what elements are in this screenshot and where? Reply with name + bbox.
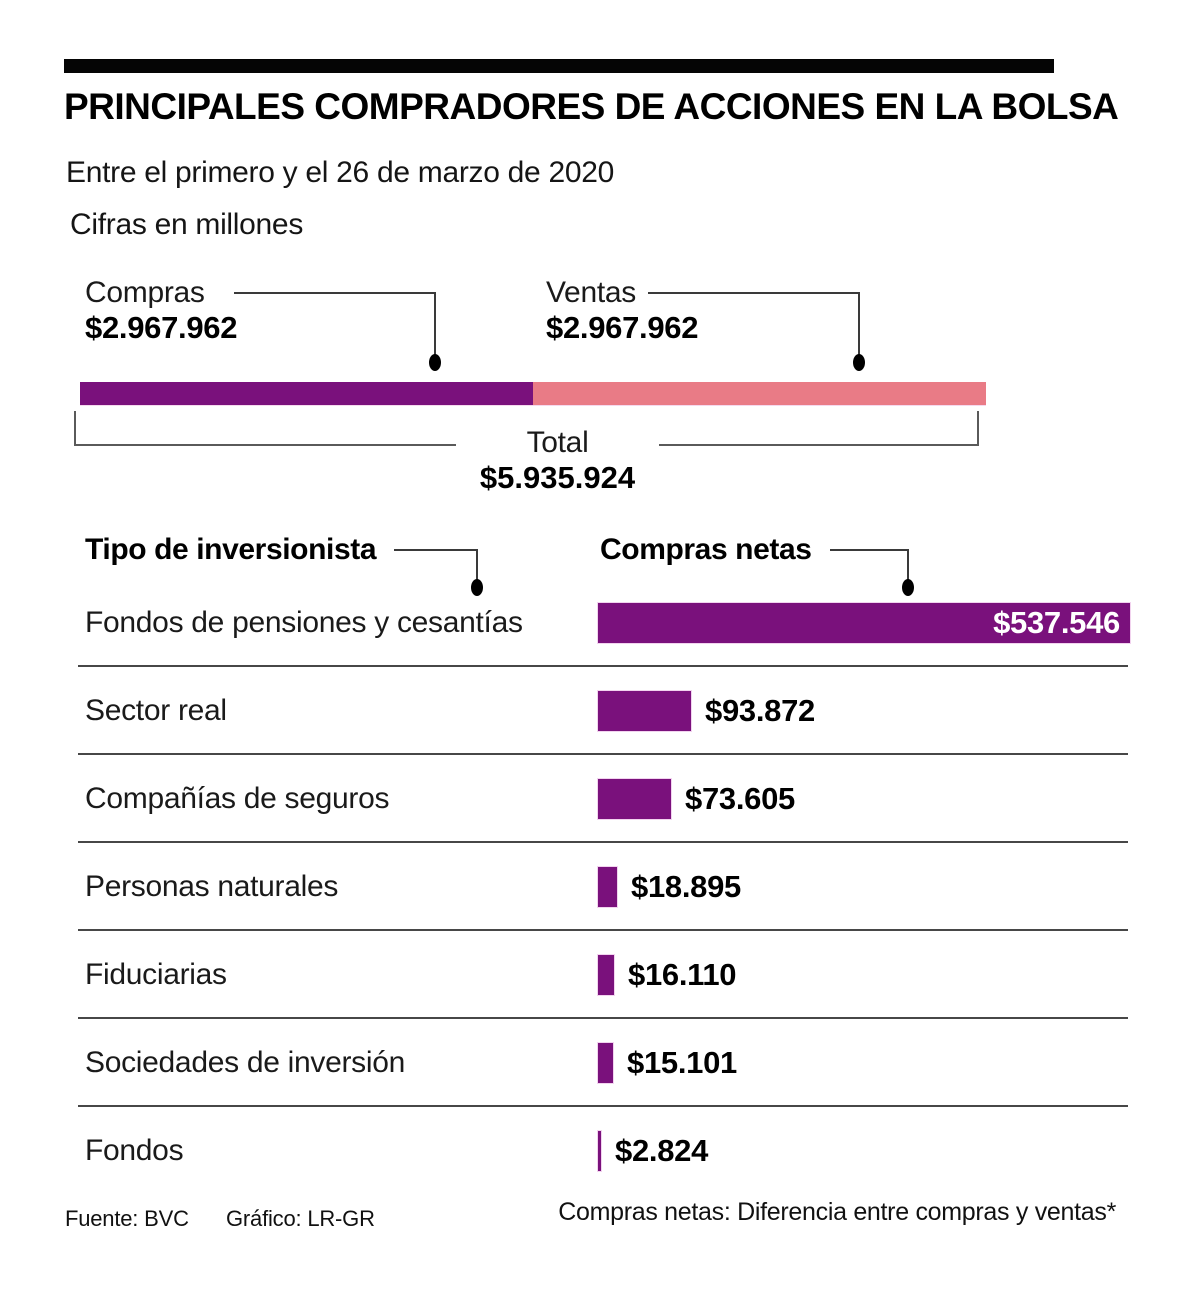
total-value: $5.935.924	[479, 460, 636, 495]
row-label: Sector real	[85, 694, 227, 727]
compras-label: Compras	[85, 276, 205, 309]
table-row: Fondos $2.824	[0, 1107, 1200, 1195]
totals-stacked-bar	[80, 382, 986, 405]
row-label: Compañías de seguros	[85, 782, 390, 815]
graphic-credit: Gráfico: LR-GR	[226, 1206, 375, 1231]
total-bracket-left-v	[74, 411, 76, 446]
row-value: $16.110	[628, 957, 737, 992]
ventas-bar-segment	[533, 382, 986, 405]
source-credit: Fuente: BVC	[65, 1206, 189, 1231]
table-row: Compañías de seguros $73.605	[0, 755, 1200, 843]
row-label: Sociedades de inversión	[85, 1046, 405, 1079]
net-purchases-leader-dot	[902, 579, 914, 596]
row-bar-wrap: $18.895	[598, 867, 741, 907]
compras-value: $2.967.962	[85, 310, 238, 345]
row-value-inside: $537.546	[993, 605, 1120, 640]
ventas-label: Ventas	[546, 276, 636, 309]
row-value: $2.824	[615, 1133, 709, 1168]
row-bar-wrap: $537.546	[598, 603, 1130, 643]
net-purchases-footnote: Compras netas: Diferencia entre compras …	[558, 1198, 1116, 1226]
row-value: $18.895	[631, 869, 741, 904]
compras-leader-line-h	[234, 292, 436, 294]
row-value: $93.872	[705, 693, 815, 728]
investor-type-leader-line-h	[394, 549, 478, 551]
ventas-leader-line-h	[648, 292, 860, 294]
compras-leader-dot	[429, 354, 441, 371]
investor-type-leader-line-v	[476, 549, 478, 583]
row-label: Fondos	[85, 1134, 184, 1167]
ventas-leader-line-v	[858, 292, 860, 356]
date-range-subtitle: Entre el primero y el 26 de marzo de 202…	[66, 156, 615, 189]
table-row: Sociedades de inversión $15.101	[0, 1019, 1200, 1107]
top-rule	[64, 59, 1054, 73]
row-bar-wrap: $16.110	[598, 955, 737, 995]
units-note: Cifras en millones	[70, 208, 304, 241]
row-bar-wrap: $93.872	[598, 691, 815, 731]
row-label: Personas naturales	[85, 870, 339, 903]
ventas-value: $2.967.962	[546, 310, 699, 345]
page-title: PRINCIPALES COMPRADORES DE ACCIONES EN L…	[64, 86, 1119, 127]
net-purchases-header: Compras netas	[600, 533, 812, 566]
investor-type-leader-dot	[471, 579, 483, 596]
table-row: Personas naturales $18.895	[0, 843, 1200, 931]
row-bar	[598, 955, 614, 995]
row-bar-wrap: $73.605	[598, 779, 795, 819]
row-label: Fondos de pensiones y cesantías	[85, 606, 523, 639]
row-bar	[598, 867, 617, 907]
row-label: Fiduciarias	[85, 958, 227, 991]
table-row: Sector real $93.872	[0, 667, 1200, 755]
table-row: Fiduciarias $16.110	[0, 931, 1200, 1019]
total-bracket-left-h	[74, 444, 456, 446]
row-bar	[598, 691, 691, 731]
investor-rows: Fondos de pensiones y cesantías $537.546…	[0, 579, 1200, 1195]
row-bar	[598, 1131, 601, 1171]
row-value: $73.605	[685, 781, 795, 816]
net-purchases-leader-line-v	[907, 549, 909, 583]
row-value: $15.101	[627, 1045, 737, 1080]
total-bracket-right-h	[659, 444, 979, 446]
row-bar-wrap: $2.824	[598, 1131, 708, 1171]
row-bar-wrap: $15.101	[598, 1043, 737, 1083]
table-row: Fondos de pensiones y cesantías $537.546	[0, 579, 1200, 667]
row-bar	[598, 779, 671, 819]
net-purchases-leader-line-h	[830, 549, 909, 551]
total-label: Total	[526, 426, 589, 459]
row-bar: $537.546	[598, 603, 1130, 643]
compras-leader-line-v	[434, 292, 436, 356]
compras-bar-segment	[80, 382, 533, 405]
total-bracket-right-v	[977, 411, 979, 446]
ventas-leader-dot	[853, 354, 865, 371]
row-bar	[598, 1043, 613, 1083]
investor-type-header: Tipo de inversionista	[85, 533, 377, 566]
